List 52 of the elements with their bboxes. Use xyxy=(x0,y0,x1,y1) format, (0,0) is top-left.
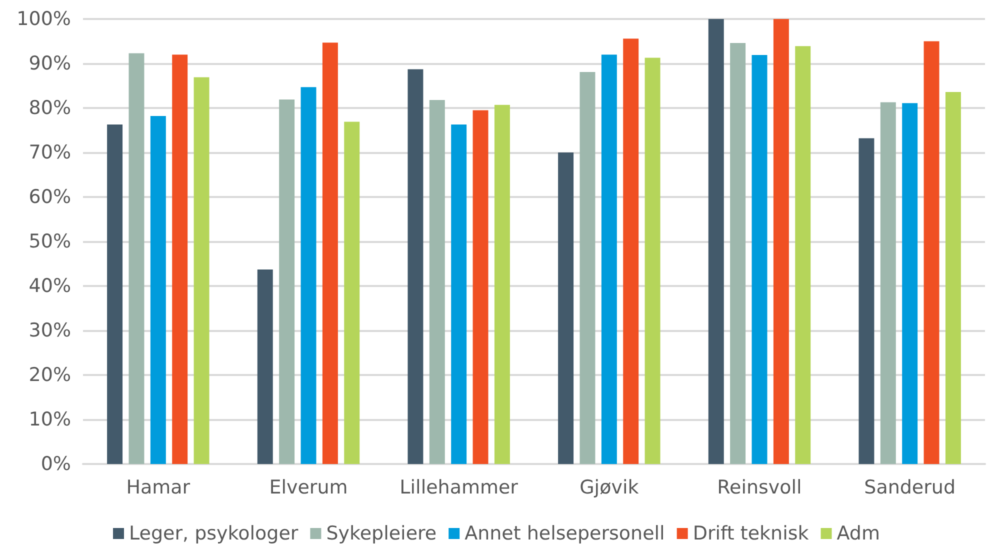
y-tick-label: 30% xyxy=(28,320,71,342)
bar xyxy=(558,152,574,464)
x-tick-label: Hamar xyxy=(126,476,190,498)
bar xyxy=(107,124,123,464)
bar xyxy=(322,42,338,464)
bar xyxy=(408,69,424,464)
bar xyxy=(752,55,768,464)
bar xyxy=(279,100,295,464)
y-tick-label: 40% xyxy=(28,275,71,297)
y-tick-label: 80% xyxy=(28,97,71,119)
bar xyxy=(300,87,316,464)
x-tick-label: Sanderud xyxy=(864,476,956,498)
bar xyxy=(924,41,940,464)
y-tick-label: 20% xyxy=(28,364,71,386)
y-tick-label: 60% xyxy=(28,186,71,208)
bar xyxy=(773,19,789,464)
x-tick-label: Gjøvik xyxy=(580,476,639,498)
bar xyxy=(494,104,510,464)
x-tick-label: Elverum xyxy=(269,476,348,498)
bar xyxy=(172,54,188,464)
x-tick-label: Lillehammer xyxy=(400,476,518,498)
bar xyxy=(795,46,811,464)
legend-label: Annet helsepersonell xyxy=(464,522,665,544)
legend-label: Drift teknisk xyxy=(692,522,809,544)
y-tick-label: 10% xyxy=(28,408,71,430)
bar xyxy=(128,53,144,464)
bar xyxy=(257,270,273,464)
y-tick-label: 90% xyxy=(28,52,71,74)
bar xyxy=(580,72,596,464)
legend-label: Leger, psykologer xyxy=(129,522,298,544)
y-tick-label: 0% xyxy=(40,453,71,475)
bar xyxy=(644,58,660,464)
bar xyxy=(429,100,445,464)
bar xyxy=(708,19,724,464)
bar xyxy=(344,122,360,464)
bar xyxy=(880,102,896,464)
bar xyxy=(945,92,961,464)
y-tick-label: 100% xyxy=(16,8,71,30)
legend-label: Sykepleiere xyxy=(326,522,437,544)
bar xyxy=(601,54,617,464)
x-tick-label: Reinsvoll xyxy=(717,476,802,498)
bar xyxy=(902,103,918,464)
y-tick-label: 50% xyxy=(28,230,71,252)
bar xyxy=(623,38,639,464)
legend-label: Adm xyxy=(836,522,880,544)
bar xyxy=(194,77,210,464)
bar xyxy=(858,138,874,464)
bar xyxy=(451,124,467,464)
bar xyxy=(730,43,746,464)
y-tick-label: 70% xyxy=(28,142,71,164)
bar xyxy=(150,116,166,464)
bar xyxy=(472,110,488,464)
